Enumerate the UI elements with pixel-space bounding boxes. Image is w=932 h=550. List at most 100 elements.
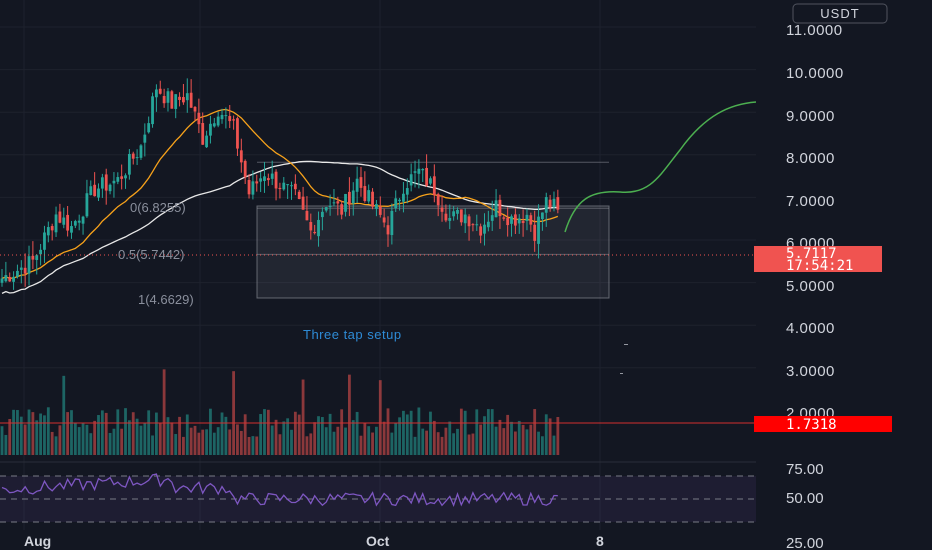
candle-body-98	[378, 206, 382, 215]
candle-body-28	[108, 184, 112, 192]
volume-bar-99	[382, 421, 386, 455]
volume-bar-104	[402, 410, 405, 455]
volume-bar-40	[155, 412, 158, 455]
fib-label-1: 1(4.6629)	[138, 292, 194, 307]
candle-body-30	[116, 177, 120, 182]
price-tick-5: 5.0000	[786, 278, 835, 295]
candle-body-103	[398, 199, 401, 202]
volume-bar-53	[205, 429, 208, 455]
candle-body-139	[537, 216, 540, 244]
candle-body-126	[486, 221, 490, 228]
candle-body-125	[483, 224, 486, 234]
price-axis[interactable]: 11.0000 10.0000 9.0000 8.0000 7.0000 6.0…	[756, 0, 932, 550]
currency-selector[interactable]: USDT	[792, 3, 888, 24]
candle-body-127	[490, 215, 494, 221]
volume-bar-77	[297, 414, 301, 455]
candle-body-14	[54, 214, 58, 233]
candle-body-18	[70, 226, 73, 233]
candle-body-51	[197, 112, 201, 125]
candle-body-40	[155, 89, 158, 98]
volume-bar-113	[436, 432, 440, 455]
volume-bar-46	[178, 416, 181, 455]
annotation-text[interactable]: Three tap setup	[303, 327, 402, 342]
candle-body-66	[255, 181, 259, 184]
candle-body-24	[93, 184, 97, 197]
candle-body-97	[375, 204, 378, 209]
current-price-badge: 5.7117 17:54:21	[754, 246, 882, 274]
candle-body-33	[127, 154, 131, 175]
candle-body-68	[263, 176, 266, 181]
candle-body-133	[513, 214, 517, 226]
volume-bar-95	[367, 426, 371, 455]
volume-level-value: 1.7318	[786, 417, 837, 433]
volume-bar-75	[290, 429, 293, 455]
candle-body-6	[23, 267, 27, 274]
grid-lines	[0, 0, 756, 530]
volume-bar-13	[50, 431, 54, 455]
candle-body-106	[409, 174, 413, 186]
volume-bar-15	[58, 425, 62, 455]
candle-body-71	[274, 171, 278, 189]
time-label-aug: Aug	[24, 533, 51, 549]
volume-bar-45	[174, 434, 178, 455]
candle-body-3	[12, 276, 15, 282]
volume-bar-58	[224, 416, 228, 455]
candle-body-80	[309, 222, 313, 231]
candle-body-131	[506, 217, 510, 226]
candle-body-99	[382, 217, 386, 223]
candle-body-29	[112, 180, 116, 184]
time-axis[interactable]: Aug Oct 8	[0, 530, 756, 550]
volume-bar-118	[456, 428, 459, 455]
volume-bar-121	[467, 434, 471, 455]
countdown-timer: 17:54:21	[786, 258, 853, 274]
candle-body-49	[189, 92, 193, 108]
volume-bar-27	[104, 412, 108, 455]
price-tick-9: 9.0000	[786, 108, 835, 125]
volume-bar-139	[537, 431, 540, 455]
candle-body-15	[58, 211, 62, 223]
volume-bar-102	[394, 422, 398, 455]
candle-body-36	[139, 145, 143, 158]
volume-bar-59	[228, 429, 232, 455]
range-box[interactable]	[256, 205, 610, 299]
candle-body-134	[517, 218, 521, 224]
volume-bar-54	[209, 408, 212, 455]
volume-bar-41	[158, 423, 162, 455]
volume-bar-107	[413, 436, 417, 455]
candle-body-110	[425, 167, 428, 186]
volume-bar-74	[286, 418, 290, 455]
volume-bar-21	[81, 423, 85, 455]
candle-body-101	[390, 210, 394, 236]
volume-bar-87	[336, 426, 340, 455]
candle-body-37	[143, 134, 147, 143]
candle-body-7	[27, 256, 31, 274]
candle-body-120	[463, 214, 467, 224]
candle-body-144	[556, 197, 560, 210]
volume-bar-62	[239, 430, 243, 455]
candle-body-74	[286, 184, 290, 186]
candle-body-136	[525, 214, 529, 221]
volume-bar-111	[429, 411, 432, 455]
candle-body-81	[313, 232, 317, 234]
volume-bar-34	[131, 412, 135, 455]
candle-body-135	[521, 220, 525, 223]
candle-body-69	[266, 178, 270, 181]
candle-body-48	[185, 93, 189, 101]
volume-bar-98	[378, 380, 382, 455]
candle-body-102	[394, 198, 398, 209]
candle-body-137	[529, 215, 533, 225]
volume-bar-47	[182, 436, 185, 455]
candle-body-90	[348, 191, 351, 205]
current-price-value: 5.7117	[786, 246, 837, 262]
volume-bar-73	[282, 421, 286, 455]
projection-path[interactable]	[564, 101, 757, 233]
candle-body-132	[510, 216, 513, 224]
candle-body-122	[471, 224, 475, 226]
volume-bar-125	[483, 416, 486, 455]
volume-bar-96	[371, 432, 374, 455]
candle-body-61	[236, 118, 239, 149]
volume-bar-61	[236, 424, 239, 455]
volume-bar-66	[255, 436, 259, 455]
volume-bar-43	[166, 417, 170, 455]
